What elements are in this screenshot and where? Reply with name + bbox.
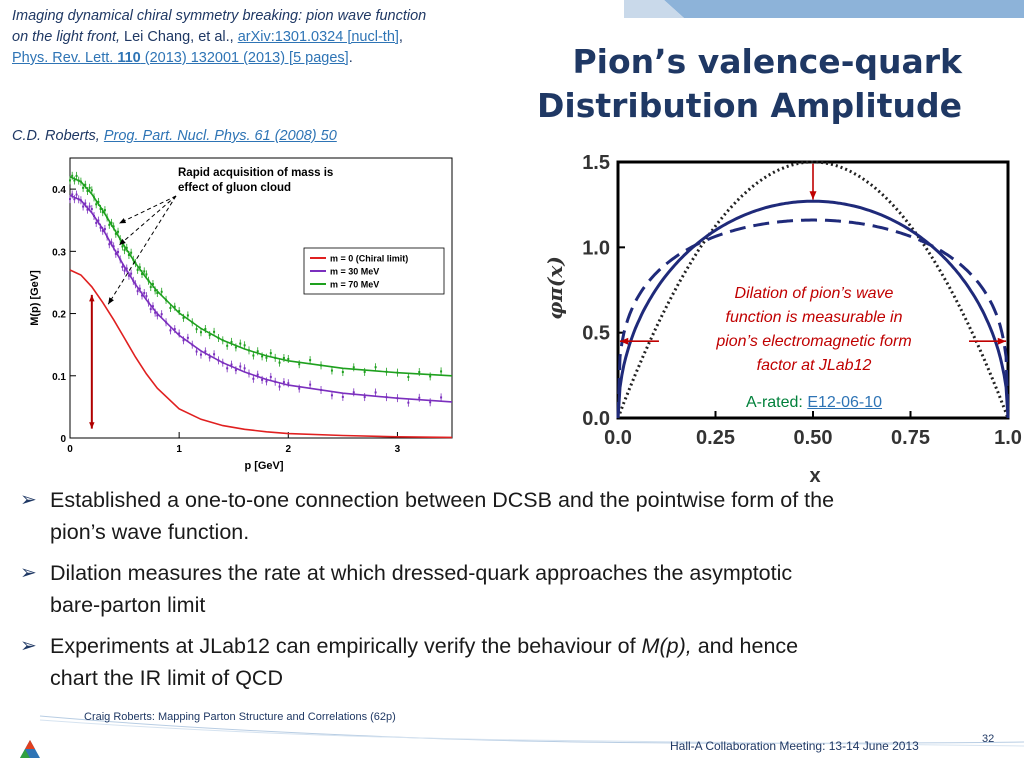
- pda-plot-frame: [616, 160, 1010, 420]
- gluon-arrow: [118, 195, 177, 246]
- mass-ytick-label: 0.3: [52, 247, 66, 258]
- legend-entry: m = 30 MeV: [330, 267, 379, 277]
- arrow-head: [89, 422, 95, 429]
- pda-xtick-label: 0.0: [604, 427, 632, 449]
- arrow-head: [89, 294, 95, 302]
- mass-ylabel: M(p) [GeV]: [29, 270, 41, 326]
- footer-left: Craig Roberts: Mapping Parton Structure …: [84, 711, 396, 723]
- pda-ylabel: φπ(x): [543, 256, 567, 320]
- mass-function-chart: 0 1 2 3 0 0.1 0.2 0.3 0.4 Rapid acquisition of m…: [29, 157, 453, 472]
- pda-xtick-label: 0.25: [696, 427, 735, 449]
- jlab-logo-icon: [20, 740, 40, 758]
- dilation-annotation: Dilation of pion’s wave function is meas…: [716, 285, 912, 374]
- gluon-annotation-line2: effect of gluon cloud: [178, 182, 291, 194]
- arrow-head: [809, 191, 817, 200]
- arrow-bullet-icon: ➢: [20, 489, 37, 511]
- pda-ytick-label: 1.0: [582, 237, 610, 259]
- mass-ytick-label: 0: [60, 434, 66, 445]
- legend-entry: m = 70 MeV: [330, 280, 379, 290]
- arrow-bullet-icon: ➢: [20, 562, 37, 584]
- citation-reference: Imaging dynamical chiral symmetry breaki…: [12, 8, 427, 66]
- pda-ytick-label: 0.5: [582, 323, 610, 345]
- arrow-head: [619, 337, 629, 345]
- mass-xtick-label: 2: [286, 444, 292, 455]
- bullet-item: ➢ Experiments at JLab12 can empirically …: [18, 630, 1018, 694]
- ppnp-link[interactable]: Prog. Part. Nucl. Phys. 61 (2008) 50: [103, 128, 337, 144]
- bullet-list: ➢ Established a one-to-one connection be…: [18, 484, 1018, 703]
- mass-series-line: [69, 269, 453, 439]
- arxiv-link[interactable]: arXiv:1301.0324 [nucl-th]: [237, 29, 399, 45]
- mass-legend: m = 0 (Chiral limit) m = 30 MeV m = 70 MeV: [303, 247, 445, 295]
- gluon-annotation-line1: Rapid acquisition of mass is: [178, 167, 333, 179]
- legend-entry: m = 0 (Chiral limit): [330, 254, 408, 264]
- pda-ytick-label: 1.5: [582, 152, 610, 174]
- mass-ytick-label: 0.1: [52, 372, 66, 383]
- pda-series-line: [616, 218, 1010, 419]
- rating-line: A-rated: E12-06-10: [745, 394, 883, 411]
- bullet-item: ➢ Established a one-to-one connection be…: [18, 484, 1018, 548]
- mass-xtick-label: 1: [176, 444, 182, 455]
- pda-xtick-label: 1.0: [994, 427, 1022, 449]
- arrow-head: [108, 297, 114, 305]
- pda-ytick-label: 0.0: [582, 408, 610, 430]
- mass-xlabel: p [GeV]: [244, 460, 283, 472]
- footer-right: Hall-A Collaboration Meeting: 13-14 June…: [670, 739, 919, 753]
- journal-link[interactable]: Phys. Rev. Lett. 110 (2013) 132001 (2013…: [12, 50, 349, 66]
- arrow-head: [119, 238, 126, 246]
- footer-decoration: [39, 715, 1024, 747]
- mass-legend-box: [303, 247, 445, 295]
- mass-ytick-label: 0.4: [52, 185, 66, 196]
- slide-title: Pion’s valence-quark Distribution Amplit…: [536, 42, 962, 125]
- gluon-arrow: [118, 195, 177, 224]
- mass-xtick-label: 3: [395, 444, 401, 455]
- arrow-head: [997, 337, 1007, 345]
- corner-decoration: [624, 0, 1024, 18]
- pda-chart: 0.0 0.25 0.50 0.75 1.0 0.0 0.5 1.0 1.5 x φπ(x): [543, 152, 1022, 487]
- arrow-head: [119, 218, 127, 224]
- pda-series-line: [616, 199, 1010, 419]
- arrow-bullet-icon: ➢: [20, 635, 37, 657]
- citation-authors: Lei Chang, et al.,: [120, 29, 238, 45]
- citation-title-cont: on the light front,: [12, 29, 121, 45]
- pda-series-line: [616, 160, 1010, 419]
- mass-plot-frame: [69, 157, 453, 439]
- mass-ytick-label: 0.2: [52, 310, 66, 321]
- citation-roberts: C.D. Roberts, Prog. Part. Nucl. Phys. 61…: [12, 128, 337, 144]
- bullet-item: ➢ Dilation measures the rate at which dr…: [18, 557, 1018, 621]
- pda-xlabel: x: [809, 465, 820, 487]
- citation-title: Imaging dynamical chiral symmetry breaki…: [12, 8, 427, 24]
- pda-xtick-label: 0.50: [794, 427, 833, 449]
- page-number: 32: [982, 733, 995, 745]
- pda-xtick-label: 0.75: [891, 427, 930, 449]
- gluon-arrow: [107, 195, 177, 305]
- experiment-link[interactable]: E12-06-10: [807, 394, 883, 411]
- mass-xtick-label: 0: [67, 444, 73, 455]
